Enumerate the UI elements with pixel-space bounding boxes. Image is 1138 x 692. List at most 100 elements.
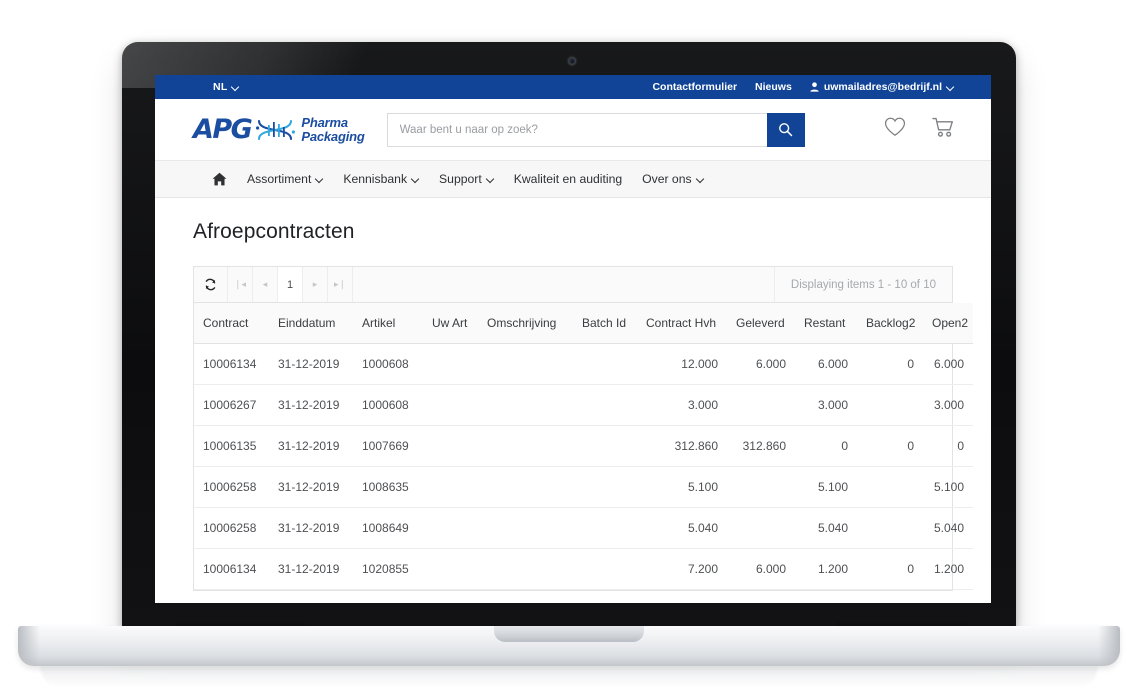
chevron-down-icon (947, 83, 954, 90)
refresh-button[interactable] (194, 267, 228, 302)
cart-button[interactable] (932, 117, 955, 143)
cell-uw-art (423, 343, 478, 385)
cell-batch-id (573, 343, 637, 385)
header-icon-group (860, 117, 955, 143)
cell-omschrijving (478, 466, 573, 508)
nav-item-kennisbank[interactable]: Kennisbank (343, 172, 419, 186)
column-header-restant[interactable]: Restant (795, 303, 857, 344)
cell-open2: 6.000 (923, 343, 973, 385)
nav-item-over-ons-label: Over ons (642, 172, 692, 186)
language-label: NL (213, 81, 228, 93)
table-row[interactable]: 10006134 31-12-2019 1000608 12.000 6.000 6.00… (194, 343, 973, 385)
cell-batch-id (573, 384, 637, 426)
cell-contract: 10006134 (194, 343, 269, 385)
cell-einddatum: 31-12-2019 (269, 425, 353, 467)
table-row[interactable]: 10006134 31-12-2019 1020855 7.200 6.000 1.200… (194, 548, 973, 590)
nav-item-over-ons[interactable]: Over ons (642, 172, 703, 186)
nav-item-support[interactable]: Support (439, 172, 494, 186)
cell-batch-id (573, 466, 637, 508)
browser-viewport: NL Contactformulier Nieuws uwmailadres@b… (155, 75, 991, 603)
pager-next-button[interactable]: ▸ (303, 267, 328, 302)
laptop-base-notch (494, 626, 644, 642)
column-header-uw-art[interactable]: Uw Art (423, 303, 478, 344)
main-navigation: Assortiment Kennisbank Support Kwaliteit… (155, 161, 991, 198)
search-button[interactable] (766, 112, 805, 147)
column-header-einddatum[interactable]: Einddatum (269, 303, 353, 344)
table-row[interactable]: 10006258 31-12-2019 1008649 5.040 5.040 5.040 (194, 507, 973, 549)
nav-item-assortiment[interactable]: Assortiment (247, 172, 323, 186)
cell-geleverd: 312.860 (727, 425, 795, 467)
site-header: APG Pharma Packaging (155, 99, 991, 161)
cell-uw-art (423, 548, 478, 590)
dna-helix-icon (256, 119, 296, 140)
laptop-base-edge-right (1098, 626, 1120, 666)
logo-wordmark: Pharma Packaging (301, 116, 364, 143)
column-header-open2[interactable]: Open2 (923, 303, 973, 344)
top-bar-links: Contactformulier Nieuws uwmailadres@bedr… (652, 81, 954, 93)
table-row[interactable]: 10006135 31-12-2019 1007669 312.860 312.860 0… (194, 425, 973, 467)
cell-backlog2 (857, 384, 923, 426)
link-contactformulier[interactable]: Contactformulier (652, 81, 737, 93)
nav-item-kwaliteit-en-auditing[interactable]: Kwaliteit en auditing (514, 172, 622, 186)
webcam-lens-icon (570, 59, 574, 63)
pager-page-1-button[interactable]: 1 (278, 267, 303, 302)
link-nieuws[interactable]: Nieuws (755, 81, 792, 93)
account-menu[interactable]: uwmailadres@bedrijf.nl (810, 81, 954, 93)
cell-geleverd: 6.000 (727, 548, 795, 590)
search-bar (386, 112, 805, 147)
page-title: Afroepcontracten (193, 220, 355, 243)
cell-contract: 10006134 (194, 548, 269, 590)
search-input[interactable] (386, 112, 767, 147)
table-row[interactable]: 10006258 31-12-2019 1008635 5.100 5.100 5.100 (194, 466, 973, 508)
cell-uw-art (423, 507, 478, 549)
cell-backlog2 (857, 466, 923, 508)
cell-backlog2: 0 (857, 343, 923, 385)
heart-icon (884, 117, 906, 136)
cell-omschrijving (478, 548, 573, 590)
cell-geleverd (727, 384, 795, 426)
refresh-icon (205, 278, 216, 291)
pager-last-button[interactable]: ▸❘ (328, 267, 353, 302)
link-contactformulier-label: Contactformulier (652, 81, 738, 93)
chevron-down-icon (316, 175, 323, 182)
column-header-omschrijving[interactable]: Omschrijving (478, 303, 573, 344)
pager-first-button[interactable]: ❘◂ (228, 267, 253, 302)
nav-item-kwaliteit-label: Kwaliteit en auditing (513, 172, 623, 186)
table-header-row: Contract Einddatum Artikel Uw Art Omschr… (194, 303, 973, 344)
cell-omschrijving (478, 384, 573, 426)
cell-artikel: 1020855 (353, 548, 423, 590)
cell-restant: 3.000 (795, 384, 857, 426)
chevron-down-icon (232, 83, 239, 90)
cell-einddatum: 31-12-2019 (269, 384, 353, 426)
column-header-geleverd[interactable]: Geleverd (727, 303, 795, 344)
laptop-base-reflection (40, 666, 1098, 688)
column-header-contract[interactable]: Contract (194, 303, 269, 344)
cell-geleverd: 6.000 (727, 343, 795, 385)
language-selector[interactable]: NL (213, 81, 239, 93)
table-body: 10006134 31-12-2019 1000608 12.000 6.000 6.00… (194, 343, 973, 590)
pager-prev-button[interactable]: ◂ (253, 267, 278, 302)
column-header-batch-id[interactable]: Batch Id (573, 303, 637, 344)
column-header-contract-hvh[interactable]: Contract Hvh (637, 303, 727, 344)
contracts-table: Contract Einddatum Artikel Uw Art Omschr… (194, 303, 973, 590)
cell-backlog2 (857, 507, 923, 549)
cell-batch-id (573, 507, 637, 549)
cell-contract-hvh: 7.200 (637, 548, 727, 590)
column-header-artikel[interactable]: Artikel (353, 303, 423, 344)
cell-backlog2: 0 (857, 425, 923, 467)
chevron-down-icon (697, 175, 704, 182)
nav-item-support-label: Support (439, 172, 482, 186)
wishlist-button[interactable] (884, 117, 906, 142)
logo[interactable]: APG Pharma Packaging (193, 114, 365, 145)
cell-artikel: 1008649 (353, 507, 423, 549)
cell-uw-art (423, 384, 478, 426)
cell-omschrijving (478, 343, 573, 385)
logo-line-1: Pharma (301, 115, 348, 131)
nav-item-home[interactable] (212, 172, 227, 186)
cell-restant: 5.100 (795, 466, 857, 508)
cell-einddatum: 31-12-2019 (269, 343, 353, 385)
cell-einddatum: 31-12-2019 (269, 507, 353, 549)
table-row[interactable]: 10006267 31-12-2019 1000608 3.000 3.000 3.000 (194, 384, 973, 426)
column-header-backlog2[interactable]: Backlog2 (857, 303, 923, 344)
cell-batch-id (573, 425, 637, 467)
